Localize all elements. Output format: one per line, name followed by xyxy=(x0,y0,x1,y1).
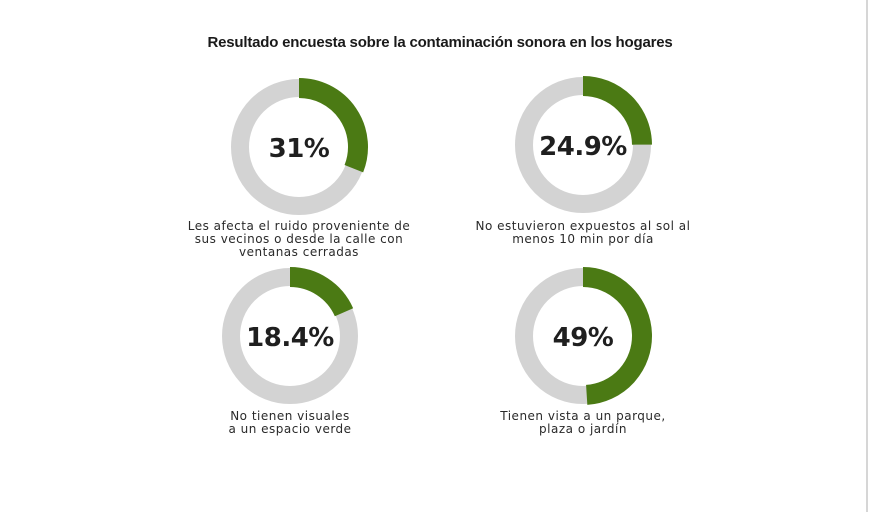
donut-value-arc xyxy=(289,267,354,317)
caption-line: No estuvieron expuestos al sol al xyxy=(475,219,691,233)
donut-value-arc xyxy=(582,76,652,146)
donut-chart-1: 31% xyxy=(231,78,368,215)
donut-value-arc xyxy=(582,267,652,405)
donut-percent-label: 49% xyxy=(553,323,614,353)
donut-chart-2: 24.9% xyxy=(515,76,652,213)
donut-chart-4: 49% xyxy=(515,267,652,405)
donut-caption-3: No tienen visuales a un espacio verde xyxy=(160,410,420,436)
caption-line: menos 10 min por día xyxy=(512,232,654,246)
right-edge-rule xyxy=(866,0,868,512)
donut-value-arc xyxy=(298,78,368,173)
donut-percent-label: 31% xyxy=(269,134,330,164)
caption-line: Les afecta el ruido proveniente de xyxy=(187,219,411,233)
caption-line: plaza o jardín xyxy=(539,422,627,436)
donut-caption-4: Tienen vista a un parque, plaza o jardín xyxy=(453,410,713,436)
caption-line: a un espacio verde xyxy=(228,422,352,436)
donut-caption-2: No estuvieron expuestos al sol al menos … xyxy=(453,220,713,246)
caption-line: ventanas cerradas xyxy=(239,245,359,259)
donut-caption-1: Les afecta el ruido proveniente de sus v… xyxy=(169,220,429,259)
donut-percent-label: 24.9% xyxy=(539,132,627,162)
donut-chart-3: 18.4% xyxy=(222,267,358,404)
chart-title: Resultado encuesta sobre la contaminació… xyxy=(207,34,673,51)
caption-line: No tienen visuales xyxy=(230,409,350,423)
caption-line: Tienen vista a un parque, xyxy=(500,409,666,423)
donut-percent-label: 18.4% xyxy=(246,323,334,353)
caption-line: sus vecinos o desde la calle con xyxy=(194,232,404,246)
